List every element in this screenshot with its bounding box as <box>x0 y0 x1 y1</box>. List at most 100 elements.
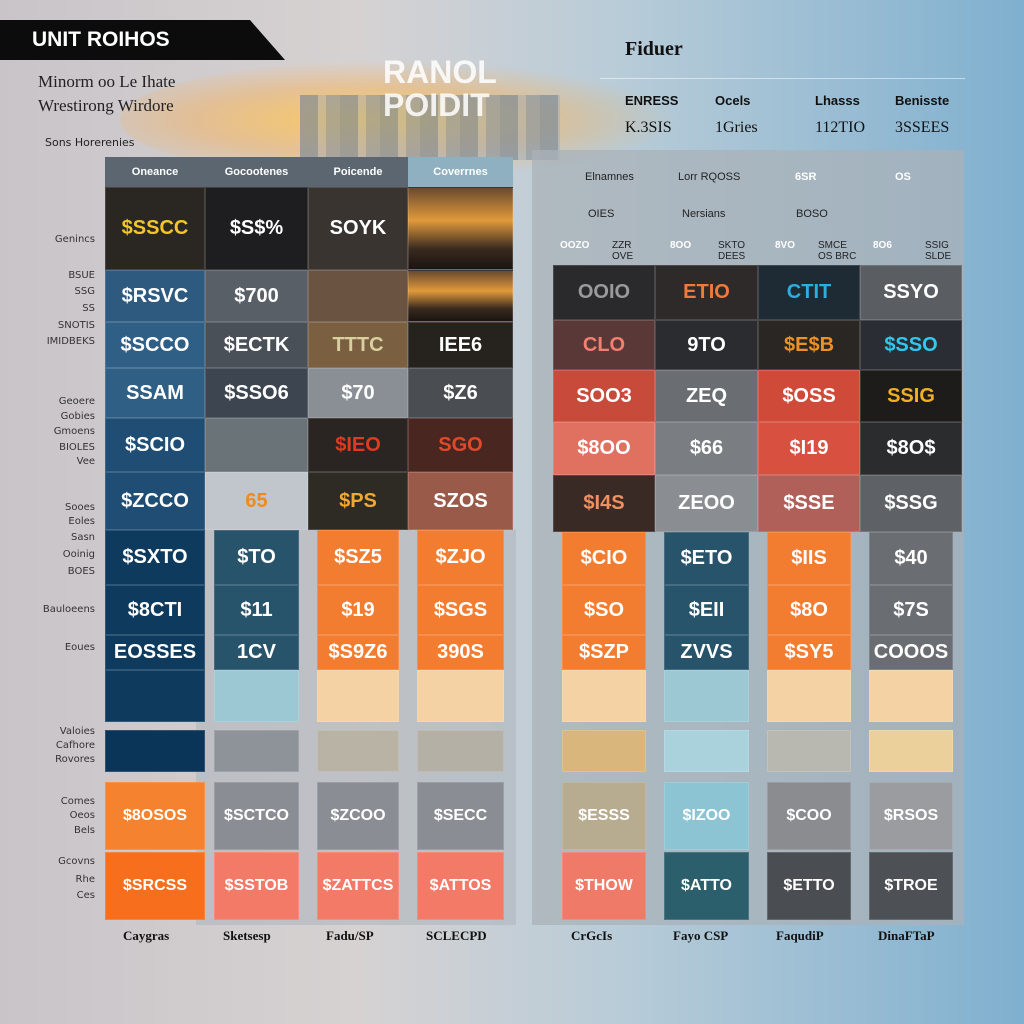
price-cell[interactable]: $SGS <box>417 585 504 635</box>
price-cell[interactable] <box>869 670 953 722</box>
price-cell[interactable]: CLO <box>553 320 655 370</box>
price-cell[interactable] <box>408 187 513 270</box>
price-cell[interactable]: $ZJO <box>417 530 504 585</box>
price-cell[interactable]: $SO <box>562 585 646 635</box>
price-cell[interactable]: $SXTO <box>105 530 205 585</box>
price-cell[interactable] <box>664 730 749 772</box>
left-header-3[interactable]: Coverrnes <box>408 157 513 187</box>
price-cell[interactable]: $ECTK <box>205 322 308 368</box>
price-cell[interactable] <box>664 670 749 722</box>
price-cell[interactable]: $8O <box>767 585 851 635</box>
price-cell[interactable]: $11 <box>214 585 299 635</box>
price-cell[interactable] <box>562 670 646 722</box>
price-cell[interactable]: $SSO <box>860 320 962 370</box>
price-cell[interactable]: $19 <box>317 585 399 635</box>
price-cell[interactable]: $IZOO <box>664 782 749 850</box>
price-cell[interactable]: $ZCOO <box>317 782 399 850</box>
price-cell[interactable] <box>214 670 299 722</box>
price-cell[interactable]: ETIO <box>655 265 758 320</box>
price-cell[interactable]: $ATTO <box>664 852 749 920</box>
price-cell[interactable] <box>408 270 513 322</box>
price-cell[interactable]: 9TO <box>655 320 758 370</box>
price-cell[interactable]: 1CV <box>214 635 299 670</box>
price-cell[interactable]: COOOS <box>869 635 953 670</box>
price-cell[interactable]: $ETO <box>664 532 749 585</box>
left-header-0[interactable]: Oneance <box>105 157 205 187</box>
left-header-2[interactable]: Poicende <box>308 157 408 187</box>
price-cell[interactable]: SGO <box>408 418 513 472</box>
price-cell[interactable] <box>417 670 504 722</box>
price-cell[interactable]: $ZCCO <box>105 472 205 530</box>
price-cell[interactable]: TTTC <box>308 322 408 368</box>
price-cell[interactable]: IEE6 <box>408 322 513 368</box>
price-cell[interactable]: SOYK <box>308 187 408 270</box>
price-cell[interactable]: $Z6 <box>408 368 513 418</box>
price-cell[interactable]: $SZP <box>562 635 646 670</box>
price-cell[interactable]: $8OSOS <box>105 782 205 850</box>
price-cell[interactable]: $66 <box>655 422 758 475</box>
price-cell[interactable] <box>214 730 299 772</box>
price-cell[interactable]: $RSVC <box>105 270 205 322</box>
price-cell[interactable]: $CIO <box>562 532 646 585</box>
left-header-1[interactable]: Gocootenes <box>205 157 308 187</box>
price-cell[interactable]: $THOW <box>562 852 646 920</box>
price-cell[interactable]: ZEOO <box>655 475 758 532</box>
price-cell[interactable] <box>308 270 408 322</box>
price-cell[interactable]: $SSO6 <box>205 368 308 418</box>
price-cell[interactable]: $TO <box>214 530 299 585</box>
price-cell[interactable]: SSYO <box>860 265 962 320</box>
price-cell[interactable]: $SSTOB <box>214 852 299 920</box>
price-cell[interactable]: EOSSES <box>105 635 205 670</box>
price-cell[interactable]: CTIT <box>758 265 860 320</box>
price-cell[interactable]: $TROE <box>869 852 953 920</box>
price-cell[interactable] <box>767 730 851 772</box>
price-cell[interactable]: $SCCO <box>105 322 205 368</box>
price-cell[interactable]: $S$% <box>205 187 308 270</box>
price-cell[interactable]: $SSCC <box>105 187 205 270</box>
price-cell[interactable] <box>317 670 399 722</box>
price-cell[interactable]: $700 <box>205 270 308 322</box>
price-cell[interactable]: $8O$ <box>860 422 962 475</box>
price-cell[interactable] <box>562 730 646 772</box>
price-cell[interactable]: $SCTCO <box>214 782 299 850</box>
price-cell[interactable]: $ATTOS <box>417 852 504 920</box>
price-cell[interactable] <box>205 418 308 472</box>
price-cell[interactable]: $SECC <box>417 782 504 850</box>
price-cell[interactable]: $OSS <box>758 370 860 422</box>
price-cell[interactable]: $ZATTCS <box>317 852 399 920</box>
price-cell[interactable]: SZOS <box>408 472 513 530</box>
price-cell[interactable]: $7S <box>869 585 953 635</box>
price-cell[interactable]: $S9Z6 <box>317 635 399 670</box>
price-cell[interactable]: SSIG <box>860 370 962 422</box>
price-cell[interactable]: $8OO <box>553 422 655 475</box>
price-cell[interactable]: $RSOS <box>869 782 953 850</box>
price-cell[interactable]: OOIO <box>553 265 655 320</box>
price-cell[interactable] <box>767 670 851 722</box>
price-cell[interactable]: $SY5 <box>767 635 851 670</box>
price-cell[interactable]: $EII <box>664 585 749 635</box>
price-cell[interactable]: $SSG <box>860 475 962 532</box>
price-cell[interactable]: $40 <box>869 532 953 585</box>
price-cell[interactable]: $SZ5 <box>317 530 399 585</box>
price-cell[interactable] <box>105 670 205 722</box>
price-cell[interactable]: $SCIO <box>105 418 205 472</box>
price-cell[interactable] <box>105 730 205 772</box>
price-cell[interactable]: $IIS <box>767 532 851 585</box>
price-cell[interactable]: $SRCSS <box>105 852 205 920</box>
price-cell[interactable]: $8CTI <box>105 585 205 635</box>
price-cell[interactable]: $E$B <box>758 320 860 370</box>
price-cell[interactable] <box>317 730 399 772</box>
price-cell[interactable]: $SSE <box>758 475 860 532</box>
price-cell[interactable] <box>417 730 504 772</box>
price-cell[interactable] <box>869 730 953 772</box>
price-cell[interactable]: 390S <box>417 635 504 670</box>
price-cell[interactable]: $PS <box>308 472 408 530</box>
price-cell[interactable]: $ESSS <box>562 782 646 850</box>
price-cell[interactable]: 65 <box>205 472 308 530</box>
price-cell[interactable]: SSAM <box>105 368 205 418</box>
price-cell[interactable]: $COO <box>767 782 851 850</box>
price-cell[interactable]: SOO3 <box>553 370 655 422</box>
price-cell[interactable]: $ETTO <box>767 852 851 920</box>
price-cell[interactable]: $70 <box>308 368 408 418</box>
price-cell[interactable]: $I19 <box>758 422 860 475</box>
